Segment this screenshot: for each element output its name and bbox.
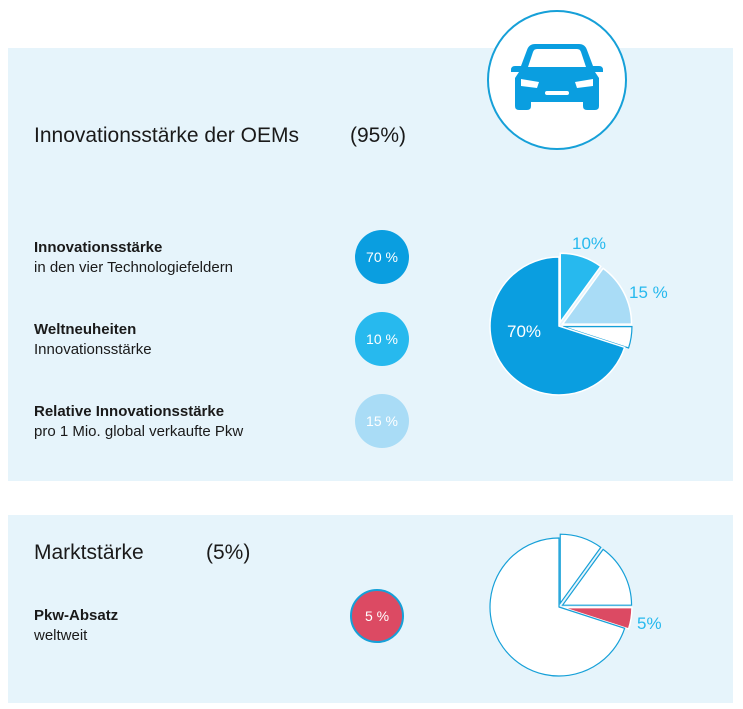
car-front-icon	[511, 44, 603, 110]
badge-10: 10 %	[355, 312, 409, 366]
market-weight: (5%)	[206, 541, 251, 564]
item-subtitle-world-firsts: Innovationsstärke	[34, 341, 152, 358]
innovation-title: Innovationsstärke der OEMs	[34, 124, 299, 147]
item-subtitle-innovation: in den vier Technologiefeldern	[34, 259, 234, 276]
badge-70: 70 %	[355, 230, 409, 284]
item-title-innovation: Innovationsstärke	[34, 239, 163, 256]
item-title-sales: Pkw-Absatz	[34, 607, 119, 624]
item-title-relative: Relative Innovationsstärke	[34, 403, 225, 420]
innovation-weight: (95%)	[350, 124, 407, 147]
car-badge	[487, 10, 627, 150]
item-title-world-firsts: Weltneuheiten	[34, 321, 137, 338]
item-subtitle-relative: pro 1 Mio. global verkaufte Pkw	[34, 423, 244, 440]
item-subtitle-sales: weltweit	[34, 627, 88, 644]
market-title: Marktstärke	[34, 541, 144, 564]
badge-5: 5 %	[350, 589, 404, 643]
badge-15: 15 %	[355, 394, 409, 448]
